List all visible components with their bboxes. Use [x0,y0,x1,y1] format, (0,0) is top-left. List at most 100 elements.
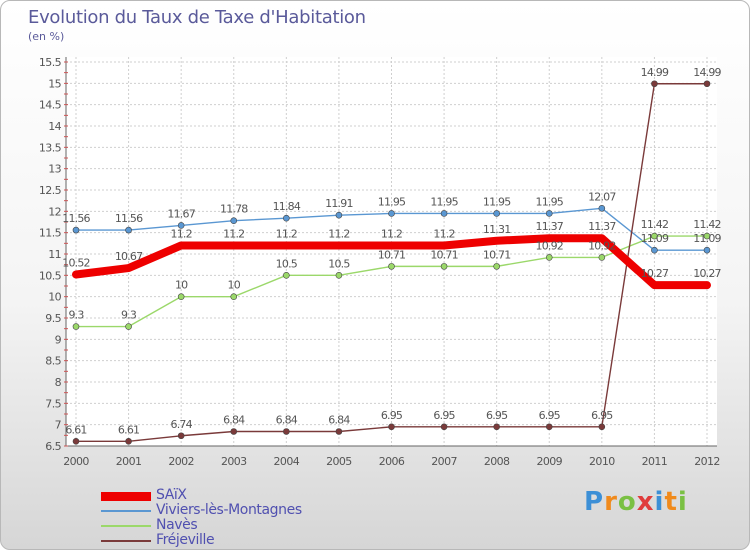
y-tick-label: 13.5 [39,141,62,154]
data-point [72,323,80,330]
legend-label: Navès [156,517,198,533]
y-tick-label: 10 [48,291,61,304]
data-label: 9.3 [121,309,137,322]
data-point [545,423,553,431]
data-label: 11.2 [276,227,297,240]
data-label: 10.71 [483,248,511,261]
x-tick-label: 2012 [694,455,720,468]
data-label: 10.5 [328,257,350,270]
data-point [230,217,238,225]
data-label: 10.67 [115,250,143,263]
data-point [283,428,290,435]
logo-letter: i [654,487,665,517]
logo-letter: t [664,487,678,517]
data-point [703,232,711,240]
data-label: 10.27 [693,267,721,280]
data-label: 11.2 [328,227,349,240]
data-label: 11.95 [430,195,458,208]
y-tick-label: 10.5 [39,269,62,282]
data-point [283,214,290,222]
y-tick-label: 9 [55,333,62,346]
data-label: 14.99 [693,66,721,79]
data-point [177,222,185,229]
x-tick-label: 2004 [274,455,300,468]
x-tick-label: 2011 [642,455,668,468]
data-point [125,323,132,330]
data-point [545,254,553,261]
y-tick-label: 8.5 [45,355,61,368]
x-tick-label: 2002 [168,455,194,468]
x-tick-label: 2005 [326,455,352,468]
logo-letter: o [617,487,637,517]
data-label: 10.27 [641,267,669,280]
data-point [545,210,553,217]
data-point [335,211,343,219]
data-label: 6.95 [433,409,455,422]
data-label: 11.42 [641,218,669,231]
chart-subtitle: (en %) [28,30,65,43]
data-point [651,232,658,240]
data-label: 11.2 [381,227,402,240]
logo-letter: r [604,487,618,517]
data-point [72,438,80,445]
data-label: 6.84 [276,413,298,426]
legend-item: Viviers-lès-Montagnes [101,502,341,518]
brand-logo: Proxiti [584,487,688,517]
data-label: 11.67 [167,207,195,220]
data-label: 11.78 [220,203,248,216]
logo-letter: P [584,487,605,517]
data-label: 11.56 [115,212,143,225]
x-tick-label: 2010 [589,455,615,468]
data-label: 11.2 [223,227,244,240]
legend-label: Fréjeville [156,532,215,548]
legend-swatch [101,540,151,542]
series-line [72,234,711,290]
data-point [388,263,395,270]
x-tick-label: 2001 [116,455,142,468]
x-tick-label: 2006 [379,455,405,468]
data-label: 11.56 [62,212,90,225]
data-label: 11.84 [273,200,301,213]
data-point [703,80,711,88]
data-point [125,438,132,445]
legend-item: SAïX [101,487,341,503]
data-label: 10.92 [588,239,616,252]
y-tick-label: 6.5 [45,440,61,453]
data-point [703,246,711,254]
data-point [598,423,606,431]
legend-label: Viviers-lès-Montagnes [156,502,302,518]
data-label: 6.74 [171,418,193,431]
data-point [493,423,500,431]
data-label: 11.37 [536,220,564,233]
data-label: 10.52 [62,256,90,269]
y-tick-label: 15.5 [39,56,62,69]
data-label: 11.42 [693,218,721,231]
data-point [72,226,80,234]
chart-legend: SAïX Viviers-lès-Montagnes Navès Fréjeville [101,487,341,548]
data-label: 11.37 [588,220,616,233]
data-label: 11.2 [433,227,454,240]
y-tick-label: 12 [48,205,61,218]
data-label: 9.3 [68,309,84,322]
data-label: 6.84 [328,413,350,426]
data-label: 6.95 [591,409,613,422]
data-label: 11.95 [536,195,564,208]
data-label: 12.07 [588,190,616,203]
y-tick-label: 9.5 [45,312,61,325]
y-tick-label: 11 [48,248,61,261]
data-point [335,428,343,435]
data-label: 10 [228,279,241,292]
data-label: 6.61 [118,423,139,436]
data-label: 10.5 [276,257,298,270]
logo-letter: i [677,487,688,517]
data-point [651,246,658,254]
x-tick-label: 2003 [221,455,247,468]
data-label: 6.95 [539,409,561,422]
y-tick-label: 11.5 [39,227,62,240]
data-label: 6.84 [223,413,245,426]
data-point [651,80,658,88]
legend-item: Navès [101,517,341,533]
data-label: 6.61 [65,423,86,436]
y-tick-label: 13 [48,163,61,176]
y-tick-label: 7.5 [45,397,61,410]
